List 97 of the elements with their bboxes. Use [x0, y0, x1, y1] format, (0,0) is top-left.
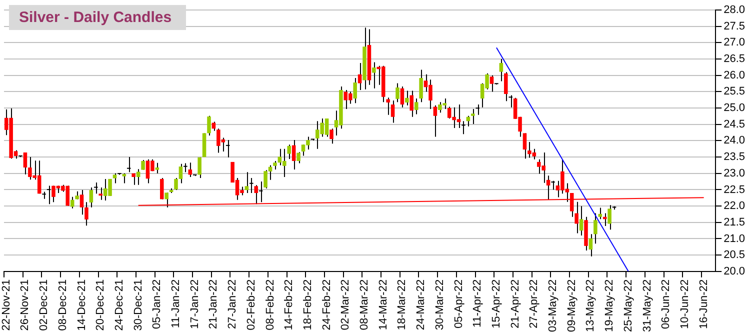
x-tick-label: 24-Mar-22: [415, 279, 428, 330]
x-tick-label: 14-Feb-22: [283, 279, 296, 330]
candlestick: [198, 156, 202, 178]
x-tick-label: 24-Feb-22: [320, 279, 333, 330]
y-tick-label: 28.0: [724, 4, 746, 16]
x-tick-label: 03-May-22: [547, 279, 560, 332]
candlestick: [353, 77, 357, 104]
x-tick-label: 25-May-22: [622, 279, 634, 332]
candlestick: [160, 177, 164, 200]
candlestick: [471, 108, 475, 125]
x-tick-label: 21-Jan-22: [208, 279, 220, 329]
y-tick-label: 27.5: [724, 20, 746, 32]
candlestick: [588, 234, 593, 257]
candlestick: [598, 207, 602, 220]
x-tick-label: 06-Jun-22: [660, 279, 672, 329]
y-tick-label: 27.0: [724, 36, 746, 49]
candlestick: [46, 185, 51, 205]
candlestick: [287, 144, 291, 160]
candlestick: [419, 69, 423, 103]
x-tick-label: 02-Dec-21: [38, 279, 50, 331]
x-tick-label: 26-Nov-21: [19, 279, 32, 331]
x-tick-label: 18-Feb-22: [302, 279, 314, 330]
x-tick-label: 10-Jun-22: [678, 279, 691, 329]
y-tick-label: 22.0: [724, 200, 746, 212]
x-tick-label: 02-Mar-22: [340, 279, 352, 330]
y-tick-label: 26.5: [724, 53, 746, 66]
x-tick-label: 22-Nov-21: [0, 279, 12, 331]
candlestick: [390, 100, 395, 124]
candlestick: [414, 98, 418, 115]
candlestick: [42, 191, 46, 200]
x-tick-label: 11-Jan-22: [170, 279, 182, 328]
x-tick-label: 16-Jun-22: [698, 279, 710, 329]
candlestick: [126, 156, 131, 173]
candlestick: [579, 206, 584, 236]
x-tick-label: 11-Apr-22: [472, 279, 484, 328]
candlestick: [405, 90, 409, 106]
candlestick: [89, 186, 94, 208]
candlestick: [155, 162, 160, 174]
candlestick: [433, 104, 438, 138]
y-tick-label: 20.0: [724, 265, 746, 278]
candlestick: [122, 172, 126, 184]
candlestick: [207, 115, 211, 136]
y-tick-label: 25.5: [724, 86, 746, 98]
x-tick-label: 14-Dec-21: [76, 279, 88, 331]
candlestick: [98, 186, 102, 200]
x-tick-label: 05-Jan-22: [151, 279, 164, 329]
y-tick-label: 25.0: [724, 102, 746, 114]
candlestick: [348, 91, 352, 104]
x-tick-label: 27-Jan-22: [226, 279, 239, 329]
candlestick: [141, 159, 145, 170]
y-tick-label: 24.0: [724, 134, 746, 147]
x-tick-label: 14-Mar-22: [377, 279, 390, 330]
x-tick-label: 08-Dec-21: [56, 279, 69, 331]
chart-title: Silver - Daily Candles: [9, 5, 186, 30]
y-tick-label: 24.5: [724, 118, 746, 130]
x-tick-label: 13-May-22: [584, 279, 597, 332]
y-tick-label: 21.0: [724, 232, 746, 245]
candlestick: [476, 104, 480, 116]
candlestick: [258, 181, 263, 203]
candlestick: [174, 177, 178, 191]
x-tick-label: 30-Mar-22: [434, 279, 446, 330]
candlestick: [296, 152, 300, 164]
y-tick-label: 23.5: [724, 151, 746, 164]
x-tick-label: 30-Dec-21: [132, 279, 144, 331]
candlestick: [372, 62, 376, 89]
candlestick: [226, 140, 230, 158]
candlestick: [202, 132, 206, 158]
candlestick: [330, 128, 334, 144]
x-tick-label: 31-May-22: [641, 279, 654, 332]
candlestick: [164, 192, 168, 208]
candlestick: [574, 201, 578, 234]
candlestick: [396, 82, 400, 103]
x-tick-label: 02-Feb-22: [245, 279, 258, 330]
x-tick-label: 19-May-22: [604, 279, 616, 332]
x-tick-label: 20-Dec-21: [94, 279, 107, 331]
y-tick-label: 21.5: [724, 216, 746, 228]
x-tick-label: 08-Feb-22: [264, 279, 276, 330]
x-tick-label: 05-Apr-22: [452, 279, 465, 328]
x-tick-label: 08-Mar-22: [358, 279, 371, 330]
x-tick-label: 09-May-22: [566, 279, 578, 332]
x-tick-label: 15-Apr-22: [490, 279, 502, 328]
candlestick: [292, 140, 296, 170]
candlestick: [499, 58, 504, 82]
x-tick-label: 24-Dec-21: [113, 279, 126, 331]
x-tick-label: 27-Apr-22: [528, 279, 540, 328]
candlestick: [386, 97, 390, 116]
candlestick: [594, 212, 598, 244]
x-tick-label: 17-Jan-22: [188, 279, 201, 329]
y-tick-label: 20.5: [724, 249, 746, 262]
y-tick-label: 22.5: [724, 184, 746, 196]
candlestick: [94, 182, 98, 194]
x-tick-label: 18-Mar-22: [396, 279, 408, 330]
candlestick: [400, 86, 404, 108]
y-tick-label: 23.0: [724, 167, 746, 180]
candlestick: [410, 90, 414, 118]
y-tick-label: 26.0: [724, 69, 746, 82]
x-tick-label: 21-Apr-22: [509, 279, 522, 328]
